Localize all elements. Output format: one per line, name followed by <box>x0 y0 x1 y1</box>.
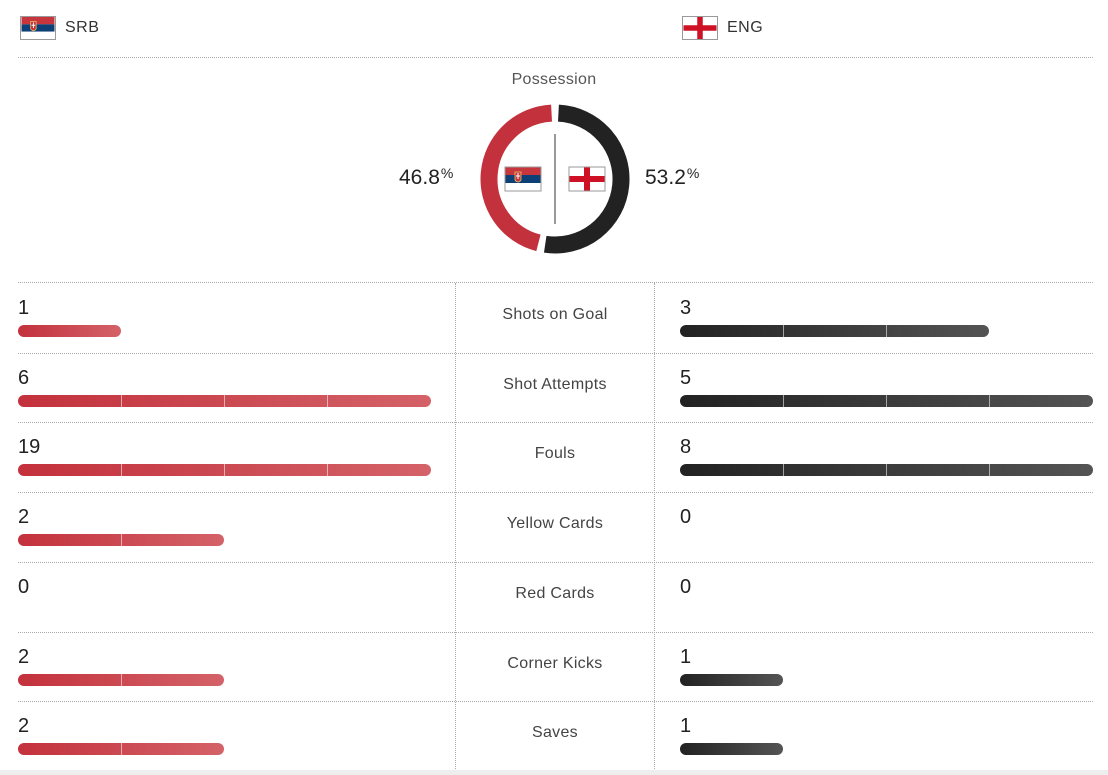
stat-row-divider <box>18 352 1093 354</box>
bar-segment-divider <box>224 394 225 407</box>
bar-segment-divider <box>121 534 122 547</box>
home-team-code: SRB <box>65 19 100 36</box>
bar-segment-divider <box>886 394 887 407</box>
home-possession-arc <box>480 104 553 252</box>
stat-label: Shots on Goal <box>502 306 608 323</box>
home-team-header: SRB <box>20 0 99 56</box>
home-stat-value: 19 <box>18 436 41 459</box>
home-stat-bar <box>18 743 224 756</box>
stat-row: 2 Saves 1 <box>0 701 1108 771</box>
away-possession-arc <box>543 104 630 254</box>
stat-row-divider <box>18 701 1093 703</box>
away-stat-bar <box>680 394 1093 407</box>
stat-row-divider <box>18 561 1093 563</box>
away-stat-bar <box>680 464 1093 477</box>
stat-row-divider <box>18 492 1093 494</box>
stat-label: Shot Attempts <box>503 375 607 393</box>
bar-segment-divider <box>121 743 122 756</box>
stat-row-divider <box>18 631 1093 633</box>
away-team-code: ENG <box>727 19 764 36</box>
away-team-header: ENG <box>682 0 763 56</box>
away-stat-bar <box>680 743 783 756</box>
away-stat-value: 5 <box>680 366 692 389</box>
bar-segment-divider <box>783 325 784 337</box>
bar-segment-divider <box>783 464 784 477</box>
home-stat-value: 0 <box>18 575 30 598</box>
header-divider <box>18 57 1093 58</box>
away-stat-value: 0 <box>680 506 692 529</box>
away-stat-value: 3 <box>680 297 692 319</box>
stat-row: 6 Shot Attempts 5 <box>0 353 1108 423</box>
home-possession-value: 46.8% <box>399 165 454 189</box>
bar-segment-divider <box>121 673 122 686</box>
stat-row: 2 Corner Kicks 1 <box>0 632 1108 702</box>
stat-label: Yellow Cards <box>506 515 604 533</box>
possession-donut <box>480 104 630 254</box>
home-stat-value: 2 <box>18 645 30 668</box>
home-stat-value: 2 <box>18 715 30 738</box>
home-stat-value: 2 <box>18 506 30 529</box>
bar-segment-divider <box>783 394 784 407</box>
stats-left-divider <box>455 283 456 771</box>
bar-segment-divider <box>327 464 328 477</box>
possession-divider <box>18 282 1093 283</box>
away-possession-value: 53.2% <box>645 165 700 189</box>
stat-label: Red Cards <box>515 584 595 602</box>
home-stat-bar <box>18 394 431 407</box>
home-stat-bar <box>18 534 224 547</box>
serbia-flag-icon <box>20 16 56 40</box>
away-stat-bar <box>680 325 989 337</box>
home-stat-value: 1 <box>18 297 30 319</box>
stat-label: Corner Kicks <box>507 654 603 672</box>
bar-segment-divider <box>121 394 122 407</box>
away-stat-value: 8 <box>680 436 692 459</box>
england-flag-icon <box>682 16 718 40</box>
bar-segment-divider <box>989 464 990 477</box>
bar-segment-divider <box>327 394 328 407</box>
away-stat-value: 0 <box>680 575 692 598</box>
bar-segment-divider <box>121 464 122 477</box>
possession-title: Possession <box>511 71 597 88</box>
serbia-flag-icon <box>504 166 542 192</box>
stat-row: 0 Red Cards 0 <box>0 562 1108 632</box>
home-stat-bar <box>18 464 431 477</box>
bar-segment-divider <box>224 464 225 477</box>
stat-row-divider <box>18 422 1093 424</box>
bar-segment-divider <box>886 325 887 337</box>
away-stat-bar <box>680 673 783 686</box>
england-flag-icon <box>568 166 606 192</box>
home-stat-bar <box>18 325 121 337</box>
stat-row: 19 Fouls 8 <box>0 422 1108 492</box>
bar-segment-divider <box>989 394 990 407</box>
bottom-strip <box>0 770 1108 775</box>
stats-right-divider <box>654 283 655 771</box>
stat-row: 1 Shots on Goal 3 <box>0 283 1108 353</box>
home-stat-value: 6 <box>18 366 30 389</box>
away-stat-value: 1 <box>680 645 692 668</box>
bar-segment-divider <box>886 464 887 477</box>
home-stat-bar <box>18 673 224 686</box>
away-stat-value: 1 <box>680 715 692 738</box>
stat-row: 2 Yellow Cards 0 <box>0 492 1108 562</box>
stat-label: Fouls <box>534 445 576 463</box>
stat-label: Saves <box>532 724 578 742</box>
